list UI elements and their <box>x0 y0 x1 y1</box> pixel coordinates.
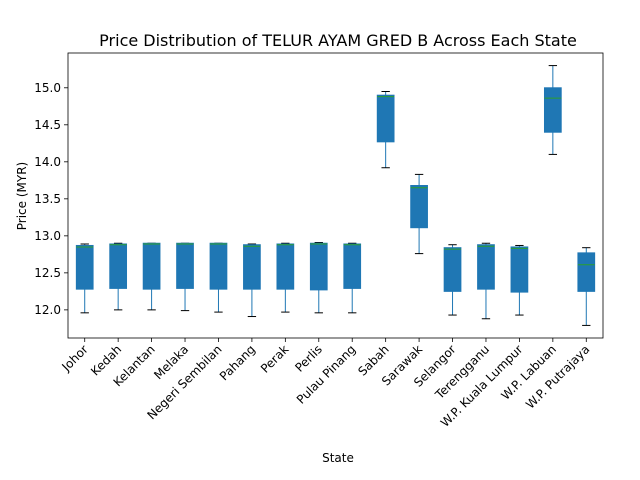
x-tick-label: Johor <box>58 342 90 374</box>
iqr-box <box>510 246 529 293</box>
box-2 <box>142 242 161 311</box>
y-axis: 12.0 12.5 13.0 13.5 14.0 14.5 15.0 <box>34 81 68 317</box>
iqr-box <box>443 247 462 292</box>
y-axis-label: Price (MYR) <box>15 162 29 230</box>
iqr-box <box>376 94 395 143</box>
box-12 <box>477 242 495 320</box>
x-axis-label: State <box>322 451 354 465</box>
box-5 <box>243 243 261 318</box>
box-3 <box>176 242 194 312</box>
box-0 <box>75 243 94 314</box>
iqr-box <box>176 242 194 289</box>
iqr-box <box>577 252 596 292</box>
plot-area <box>75 65 596 326</box>
iqr-box <box>75 244 94 290</box>
y-tick-label: 12.0 <box>34 303 61 317</box>
x-tick-label: Pahang <box>217 342 258 383</box>
iqr-box <box>142 242 161 290</box>
iqr-box <box>109 243 128 289</box>
iqr-box <box>276 243 295 290</box>
box-14 <box>543 65 562 155</box>
axes-frame <box>67 52 604 339</box>
y-tick-label: 12.5 <box>34 266 61 280</box>
box-7 <box>309 242 328 314</box>
y-tick-label: 13.0 <box>34 229 61 243</box>
chart-title: Price Distribution of TELUR AYAM GRED B … <box>99 31 577 50</box>
box-9 <box>376 90 395 169</box>
box-8 <box>343 242 362 314</box>
y-tick-label: 15.0 <box>34 81 61 95</box>
iqr-box <box>243 244 261 290</box>
box-4 <box>209 242 228 313</box>
iqr-box <box>477 244 495 290</box>
y-tick-label: 14.5 <box>34 118 61 132</box>
iqr-box <box>309 242 328 291</box>
y-tick-label: 14.0 <box>34 155 61 169</box>
x-tick-label: Perak <box>258 342 292 376</box>
box-15 <box>577 247 596 326</box>
box-10 <box>410 173 428 255</box>
iqr-box <box>343 243 362 289</box>
iqr-box <box>543 87 562 133</box>
box-6 <box>276 242 295 313</box>
box-1 <box>109 242 128 311</box>
iqr-box <box>410 185 428 229</box>
x-tick-label: Pulau Pinang <box>294 342 359 407</box>
box-11 <box>443 244 462 316</box>
y-tick-label: 13.5 <box>34 192 61 206</box>
box-13 <box>510 244 529 316</box>
iqr-box <box>209 242 228 290</box>
